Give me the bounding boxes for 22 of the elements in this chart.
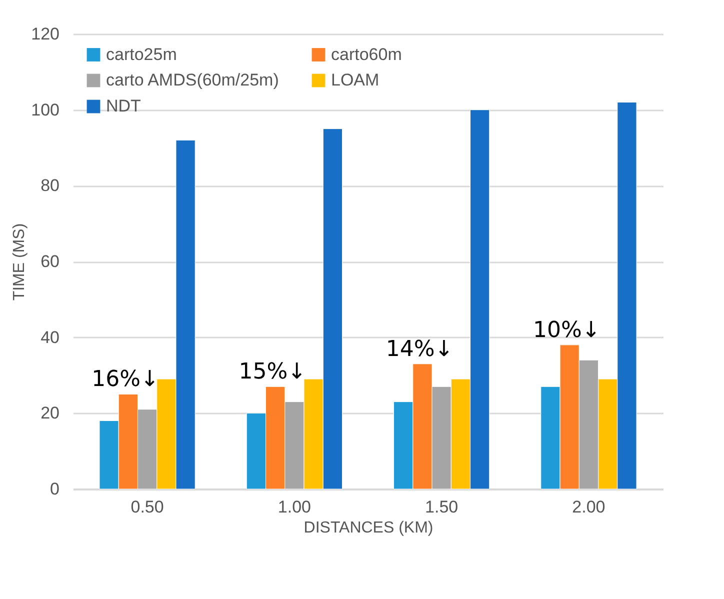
annotation: 16%↓ <box>92 367 159 392</box>
legend-label: LOAM <box>331 70 380 90</box>
y-tick-label: 80 <box>40 176 60 196</box>
y-tick-label: 20 <box>40 404 60 423</box>
legend-label: carto25m <box>106 44 177 64</box>
legend-label: carto AMDS(60m/25m) <box>106 70 279 90</box>
annotation: 14%↓ <box>386 336 454 362</box>
y-tick-label: 0 <box>50 480 60 498</box>
annotation: 15%↓ <box>238 360 306 385</box>
annotation: 10%↓ <box>533 318 600 343</box>
legend-label: NDT <box>106 96 141 116</box>
x-tick-label: 1.50 <box>425 498 458 516</box>
x-tick-label: 2.00 <box>572 498 606 516</box>
y-axis-title: TIME (MS) <box>11 223 28 301</box>
y-tick-label: 120 <box>31 24 60 44</box>
y-tick-label: 60 <box>40 252 60 271</box>
x-tick-label: 0.50 <box>130 498 164 516</box>
x-tick-label: 1.00 <box>278 498 311 516</box>
y-tick-label: 100 <box>31 100 60 120</box>
legend-label: carto60m <box>331 44 402 64</box>
y-tick-label: 40 <box>40 328 60 347</box>
x-axis-title: DISTANCES (KM) <box>304 520 434 536</box>
